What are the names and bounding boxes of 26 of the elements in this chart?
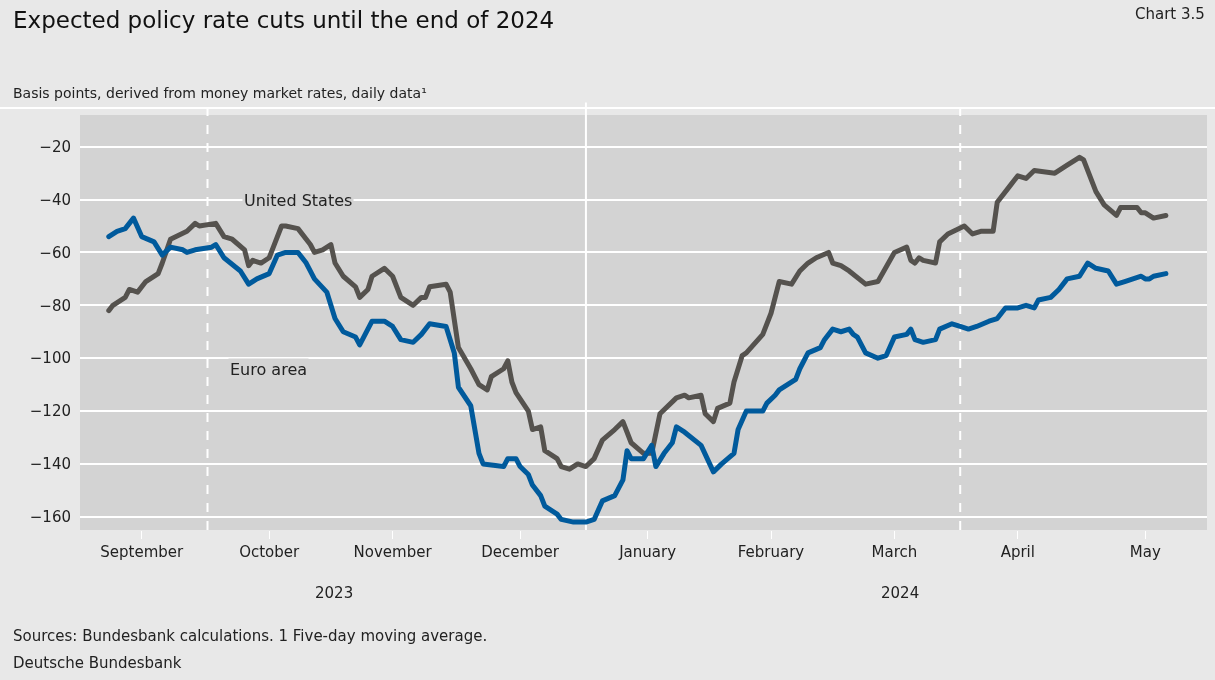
y-tick-label: −120	[29, 402, 71, 421]
y-tick-label: −160	[29, 508, 71, 527]
x-tick-label: October	[239, 543, 301, 561]
x-tick-label: December	[481, 543, 560, 561]
text: Deutsche Bundesbank	[13, 654, 182, 672]
y-tick-label: −60	[39, 243, 71, 262]
text: Euro area	[230, 360, 308, 379]
y-tick-label: −20	[39, 137, 71, 156]
x-tick-label: November	[353, 543, 433, 561]
y-tick-label: −100	[29, 349, 71, 368]
x-tick-label: January	[618, 543, 677, 561]
y-tick-label: −140	[29, 455, 71, 474]
chart-subtitle: Basis points, derived from money market rates, daily data¹	[13, 85, 427, 101]
y-tick-label: −40	[39, 190, 71, 209]
text: 2024	[881, 584, 920, 602]
caption: Chart 3.5	[1135, 5, 1205, 23]
x-tick-label: February	[737, 543, 805, 561]
text: 2023	[315, 584, 354, 602]
series-label: United States	[244, 191, 353, 210]
x-tick-label: May	[1129, 543, 1161, 561]
x-tick-label: April	[1000, 543, 1035, 561]
chart-title: Expected policy rate cuts until the end of 2024	[13, 7, 555, 33]
source-note: Sources: Bundesbank calculations. 1 Five-day moving average.	[13, 627, 488, 645]
x-tick-label: March	[871, 543, 918, 561]
y-tick-label: −80	[39, 296, 71, 315]
x-tick-label: September	[100, 543, 184, 561]
